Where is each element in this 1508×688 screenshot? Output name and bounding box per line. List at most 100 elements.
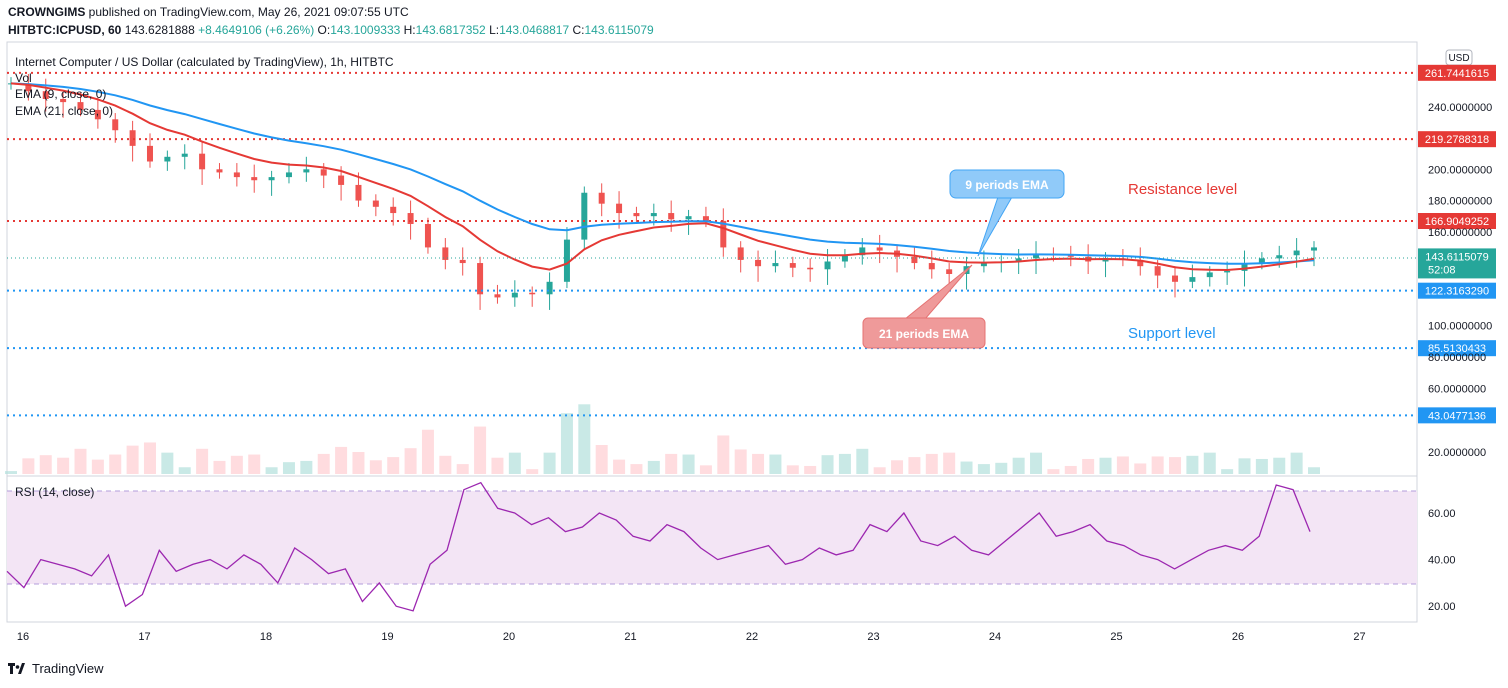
chart-title: Internet Computer / US Dollar (calculate…	[15, 55, 394, 69]
candle-body	[946, 269, 953, 274]
volume-bar	[126, 445, 139, 474]
level-price-label: 166.9049252	[1425, 216, 1489, 228]
volume-bar	[265, 467, 278, 474]
volume-bar	[925, 453, 938, 474]
resistance-label: Resistance level	[1128, 181, 1237, 198]
volume-bar	[821, 455, 834, 474]
candle-body	[668, 213, 675, 220]
volume-bar	[526, 469, 539, 474]
high-label: H:	[403, 23, 416, 37]
volume-bar	[717, 435, 730, 474]
rsi-tick-label: 40.00	[1428, 555, 1456, 567]
volume-bar	[1064, 465, 1077, 474]
volume-level-label: 43.0477136	[1428, 410, 1486, 422]
candle-body	[1033, 253, 1040, 259]
candle-body	[1154, 266, 1161, 276]
volume-bar	[1169, 457, 1182, 474]
volume-bar	[682, 454, 695, 474]
price-tick-label: 240.0000000	[1428, 102, 1492, 114]
current-price-label: 143.6115079	[1425, 251, 1488, 263]
candle-body	[1137, 259, 1144, 267]
candle-body	[251, 177, 258, 181]
volume-bar	[1047, 469, 1060, 474]
open-value: 143.1009333	[330, 23, 401, 37]
volume-bar	[474, 426, 487, 474]
current-price-tag	[1418, 248, 1496, 279]
volume-bar	[161, 452, 174, 474]
volume-bar	[838, 453, 851, 474]
last-price: 143.6281888	[124, 23, 195, 37]
level-price-tag	[1418, 131, 1496, 148]
close-value: 143.6115079	[584, 23, 654, 37]
candle-body	[1015, 258, 1022, 262]
volume-bar	[491, 457, 504, 474]
horizontal-levels	[7, 71, 1417, 417]
candle-body	[1276, 255, 1283, 259]
candle-body	[911, 256, 918, 264]
level-price-label: 122.3163290	[1425, 286, 1489, 298]
currency-text: USD	[1448, 53, 1469, 64]
candle-body	[1067, 255, 1074, 257]
rsi-tick-label: 20.00	[1428, 601, 1456, 613]
time-tick-label: 20	[503, 631, 515, 643]
author-name[interactable]: CROWNGIMS	[8, 5, 86, 19]
volume-bar	[665, 453, 678, 474]
candle-body	[112, 119, 119, 131]
volume-bar	[856, 448, 869, 474]
volume-bar	[248, 454, 261, 474]
price-tick-label: 200.0000000	[1428, 164, 1492, 176]
candle-body	[1293, 250, 1300, 256]
open-label: O:	[317, 23, 331, 37]
volume-bar	[421, 429, 434, 474]
candle-body	[563, 239, 570, 282]
volume-bar	[91, 459, 104, 474]
publish-info: CROWNGIMS published on TradingView.com, …	[8, 5, 409, 19]
volume-tick-label: 20.0000000	[1428, 447, 1486, 459]
candle-body	[285, 172, 292, 178]
volume-bar	[1290, 452, 1303, 474]
price-tick-label: 160.0000000	[1428, 227, 1492, 239]
rsi-band	[7, 491, 1417, 584]
level-price-tag	[1418, 340, 1496, 357]
volume-bar	[560, 413, 573, 474]
volume-bar	[178, 467, 191, 474]
candle-body	[94, 109, 101, 120]
candle-body	[146, 145, 153, 162]
candle-body	[859, 247, 866, 256]
volume-bar	[578, 404, 591, 474]
candle-body	[980, 263, 987, 267]
ema21-callout-text: 21 periods EMA	[879, 327, 969, 341]
candle-body	[1311, 247, 1317, 251]
volume-bar	[22, 458, 35, 474]
volume-bar	[873, 467, 886, 474]
ema9-line	[10, 82, 1315, 272]
volume-bar	[109, 454, 122, 474]
candle-body	[511, 292, 518, 298]
candle-body	[181, 153, 188, 157]
volume-bar	[317, 453, 330, 474]
candle-body	[1224, 270, 1231, 273]
volume-bar	[1273, 457, 1286, 474]
candle-body	[650, 213, 657, 217]
candle-body	[772, 263, 779, 267]
volume-bar	[630, 464, 643, 474]
volume-tick-label: 60.0000000	[1428, 383, 1486, 395]
candle-body	[841, 255, 848, 262]
candle-body	[737, 247, 744, 260]
volume-bar	[74, 448, 87, 474]
candle-body	[720, 220, 727, 248]
volume-bar	[1012, 457, 1025, 474]
tradingview-logo-icon	[8, 662, 26, 675]
time-tick-label: 24	[989, 631, 1001, 643]
volume-bar	[1221, 469, 1234, 474]
candle-body	[1189, 277, 1196, 282]
volume-bar	[1030, 452, 1043, 474]
footer-brand[interactable]: TradingView	[8, 661, 104, 676]
currency-badge[interactable]: USD	[1445, 49, 1473, 66]
candle-body	[755, 259, 762, 267]
volume-bar	[456, 464, 469, 474]
candle-body	[390, 206, 397, 214]
candle-body	[424, 223, 431, 248]
candle-body	[216, 169, 223, 173]
